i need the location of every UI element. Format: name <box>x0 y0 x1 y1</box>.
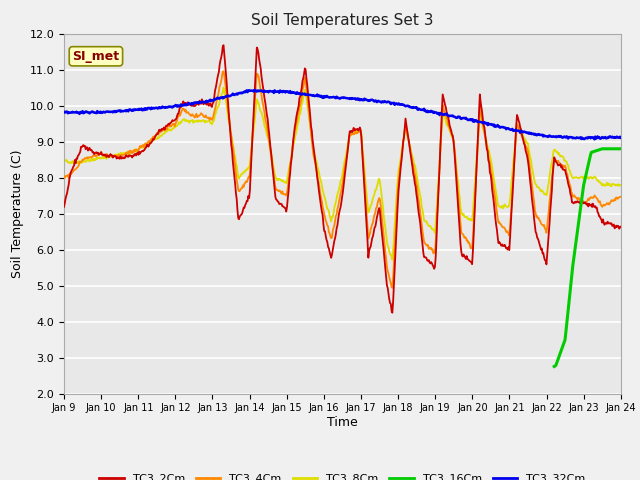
Line: TC3_4Cm: TC3_4Cm <box>64 72 621 288</box>
TC3_2Cm <box>388 310 396 316</box>
TC3_16Cm <box>617 146 625 152</box>
TC3_8Cm <box>428 226 436 232</box>
TC3_4Cm <box>220 69 227 74</box>
Line: TC3_16Cm: TC3_16Cm <box>554 149 621 366</box>
TC3_8Cm <box>184 118 192 123</box>
TC3_32Cm <box>214 95 221 101</box>
TC3_2Cm <box>184 99 192 105</box>
TC3_8Cm <box>388 257 396 263</box>
TC3_32Cm <box>127 108 135 113</box>
TC3_2Cm <box>412 183 419 189</box>
Y-axis label: Soil Temperature (C): Soil Temperature (C) <box>11 149 24 278</box>
Text: SI_met: SI_met <box>72 50 120 63</box>
TC3_8Cm <box>214 105 221 110</box>
TC3_32Cm <box>60 109 68 115</box>
TC3_2Cm <box>428 260 436 266</box>
TC3_8Cm <box>127 149 135 155</box>
TC3_8Cm <box>70 161 78 167</box>
TC3_4Cm <box>617 194 625 200</box>
TC3_4Cm <box>388 285 396 291</box>
Line: TC3_32Cm: TC3_32Cm <box>64 90 621 139</box>
TC3_32Cm <box>428 108 435 114</box>
TC3_2Cm <box>617 224 625 229</box>
Line: TC3_2Cm: TC3_2Cm <box>64 45 621 313</box>
TC3_32Cm <box>70 109 78 115</box>
TC3_8Cm <box>60 157 68 163</box>
TC3_2Cm <box>220 42 227 48</box>
TC3_2Cm <box>214 76 221 82</box>
Title: Soil Temperatures Set 3: Soil Temperatures Set 3 <box>251 13 434 28</box>
TC3_2Cm <box>70 163 78 168</box>
TC3_4Cm <box>428 247 436 253</box>
TC3_4Cm <box>127 148 135 154</box>
TC3_4Cm <box>214 96 221 101</box>
TC3_32Cm <box>411 105 419 110</box>
TC3_4Cm <box>60 175 68 180</box>
Line: TC3_8Cm: TC3_8Cm <box>64 88 621 260</box>
X-axis label: Time: Time <box>327 416 358 429</box>
TC3_32Cm <box>591 136 598 142</box>
TC3_8Cm <box>617 182 625 188</box>
TC3_4Cm <box>70 167 78 173</box>
TC3_2Cm <box>60 204 68 210</box>
TC3_32Cm <box>184 102 192 108</box>
TC3_2Cm <box>127 153 135 159</box>
TC3_4Cm <box>184 109 192 115</box>
TC3_32Cm <box>617 135 625 141</box>
TC3_8Cm <box>220 85 227 91</box>
TC3_4Cm <box>412 176 419 182</box>
Legend: TC3_2Cm, TC3_4Cm, TC3_8Cm, TC3_16Cm, TC3_32Cm: TC3_2Cm, TC3_4Cm, TC3_8Cm, TC3_16Cm, TC3… <box>95 469 590 480</box>
TC3_8Cm <box>412 166 419 171</box>
TC3_32Cm <box>251 87 259 93</box>
